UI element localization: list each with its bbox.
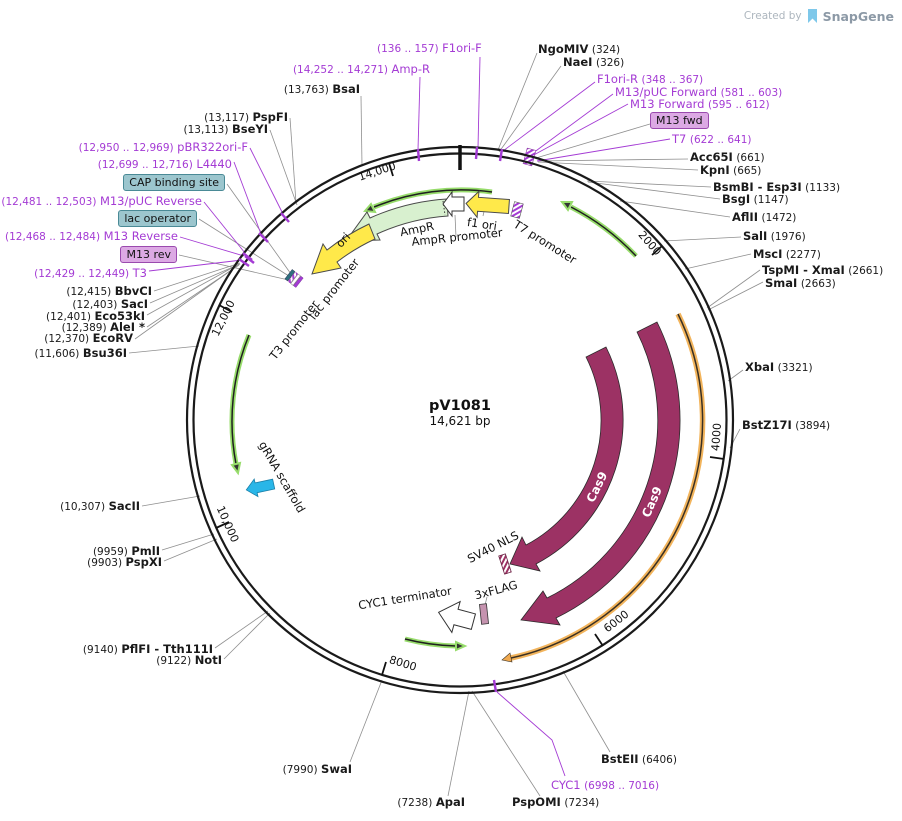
f1-ori-arrow[interactable]	[465, 190, 510, 219]
site-label-cyc1[interactable]: CYC1 (6998 .. 7016)	[551, 778, 660, 792]
site-label-swai[interactable]: (7990) SwaI	[282, 762, 352, 776]
cyc1-terminator-arrow[interactable]	[434, 597, 477, 637]
site-label-bsgi[interactable]: BsgI (1147)	[722, 192, 789, 206]
site-label-xbai[interactable]: XbaI (3321)	[745, 360, 813, 374]
grna-scaffold-arrow[interactable]	[244, 475, 276, 498]
snapgene-wordmark: SnapGene	[822, 8, 894, 24]
site-label-m13-reverse[interactable]: (12,468 .. 12,484) M13 Reverse	[5, 229, 178, 243]
plasmid-title: pV1081 14,621 bp	[380, 398, 540, 428]
site-label-ngomiv[interactable]: NgoMIV (324)	[538, 42, 621, 56]
orf-arrow-orange[interactable]	[501, 312, 706, 663]
orf-arrow-bottom	[404, 636, 468, 652]
t7-promoter-label: T7 promoter	[510, 217, 579, 267]
svg-text:14,000: 14,000	[357, 159, 398, 183]
plasmid-name: pV1081	[429, 398, 491, 414]
ori-arrow[interactable]	[311, 223, 376, 275]
site-label-naei[interactable]: NaeI (326)	[563, 55, 625, 69]
site-label-t7[interactable]: T7 (622 .. 641)	[672, 132, 752, 146]
site-label-pbr322ori-f[interactable]: (12,950 .. 12,969) pBR322ori-F	[78, 140, 248, 154]
site-label-pspfi[interactable]: (13,117) PspFI	[204, 110, 288, 124]
site-label-bseyi[interactable]: (13,113) BseYI	[183, 122, 268, 136]
site-label-bsmbi-esp3i[interactable]: BsmBI - Esp3I (1133)	[713, 180, 841, 194]
ampr-label: AmpR	[399, 219, 435, 239]
lac-operator-tag[interactable]: lac operator	[118, 210, 197, 227]
site-label-m13-forward[interactable]: M13 Forward (595 .. 612)	[630, 97, 770, 111]
cyc1-terminator-label: CYC1 terminator	[357, 584, 453, 613]
site-label-kpni[interactable]: KpnI (665)	[700, 163, 762, 177]
ampr-promoter-arrow[interactable]	[442, 190, 465, 218]
flag3x-box[interactable]	[479, 603, 489, 625]
site-label-f1ori-f[interactable]: (136 .. 157) F1ori-F	[377, 41, 482, 55]
site-label-pflfi-tth111i[interactable]: (9140) PflFI - Tth111I	[82, 642, 213, 656]
site-label-ecorv[interactable]: (12,370) EcoRV	[44, 331, 133, 345]
site-label-sacii[interactable]: (10,307) SacII	[60, 499, 140, 513]
primer-callout-lines	[148, 56, 671, 777]
site-label-pmli[interactable]: (9959) PmlI	[92, 544, 160, 558]
t7-promoter-box[interactable]	[510, 201, 524, 219]
site-label-sali[interactable]: SalI (1976)	[743, 229, 806, 243]
cap-binding-site-tag[interactable]: CAP binding site	[123, 174, 225, 191]
created-by-label: Created by	[743, 10, 802, 22]
site-label-bsteii[interactable]: BstEII (6406)	[601, 752, 677, 766]
scale-ticks	[215, 145, 725, 676]
site-label-msci[interactable]: MscI (2277)	[753, 247, 821, 261]
site-label-pspomi[interactable]: PspOMI (7234)	[512, 795, 600, 809]
orf-arrow-left	[229, 334, 252, 476]
site-label-saci[interactable]: (12,403) SacI	[72, 297, 148, 311]
site-label-bstz17i[interactable]: BstZ17I (3894)	[742, 418, 831, 432]
svg-text:8000: 8000	[388, 653, 419, 674]
site-label-pspxi[interactable]: (9903) PspXI	[87, 555, 162, 569]
cas9-arrow-inner[interactable]: Cas9	[509, 346, 624, 572]
grna-scaffold-label: gRNA scaffold	[256, 439, 308, 515]
sv40-nls-box[interactable]	[498, 553, 512, 575]
m13-rev-tag[interactable]: M13 rev	[120, 246, 177, 263]
flag3x-label: 3xFLAG	[473, 578, 519, 603]
site-label-bbvci[interactable]: (12,415) BbvCI	[66, 284, 152, 298]
site-label-alei[interactable]: (12,389) AleI *	[61, 320, 145, 334]
orf-arrow-top	[362, 187, 493, 214]
site-label-acc65i[interactable]: Acc65I (661)	[690, 150, 765, 164]
site-label-f1ori-r[interactable]: F1ori-R (348 .. 367)	[597, 72, 704, 86]
orf-arrows[interactable]	[229, 187, 638, 652]
callout-lines	[128, 52, 764, 797]
site-label-apai[interactable]: (7238) ApaI	[397, 795, 465, 809]
site-label-noti[interactable]: (9122) NotI	[156, 653, 222, 667]
site-label-m13puc-reverse[interactable]: (12,481 .. 12,503) M13/pUC Reverse	[1, 194, 202, 208]
site-label-eco53ki[interactable]: (12,401) Eco53kI	[46, 309, 145, 323]
primer-site-ticks[interactable]	[238, 146, 504, 693]
site-label-m13puc-forward[interactable]: M13/pUC Forward (581 .. 603)	[615, 85, 783, 99]
site-label-t3[interactable]: (12,429 .. 12,449) T3	[34, 266, 147, 280]
site-label-tspmi-xmai[interactable]: TspMI - XmaI (2661)	[762, 263, 884, 277]
t3-promoter-label: T3 promoter	[266, 297, 322, 363]
orf-arrow-right	[560, 201, 638, 258]
svg-text:10,000: 10,000	[214, 504, 242, 544]
snapgene-logo-icon	[807, 9, 817, 23]
site-label-l4440[interactable]: (12,699 .. 12,716) L4440	[97, 157, 232, 171]
site-label-smai[interactable]: SmaI (2663)	[765, 276, 836, 290]
plasmid-size: 14,621 bp	[429, 414, 491, 428]
site-label-bsu36i[interactable]: (11,606) Bsu36I	[34, 346, 127, 360]
branding: Created by SnapGene	[744, 8, 894, 24]
site-label-amp-r[interactable]: (14,252 .. 14,271) Amp-R	[292, 62, 430, 76]
site-label-aflii[interactable]: AflII (1472)	[732, 210, 797, 224]
f1-ori-label: f1 ori	[466, 215, 498, 233]
site-label-bsai[interactable]: (13,763) BsaI	[283, 82, 360, 96]
lac-region-cluster[interactable]	[284, 269, 304, 288]
svg-text:4000: 4000	[709, 423, 724, 452]
m13-fwd-tag[interactable]: M13 fwd	[650, 112, 709, 129]
